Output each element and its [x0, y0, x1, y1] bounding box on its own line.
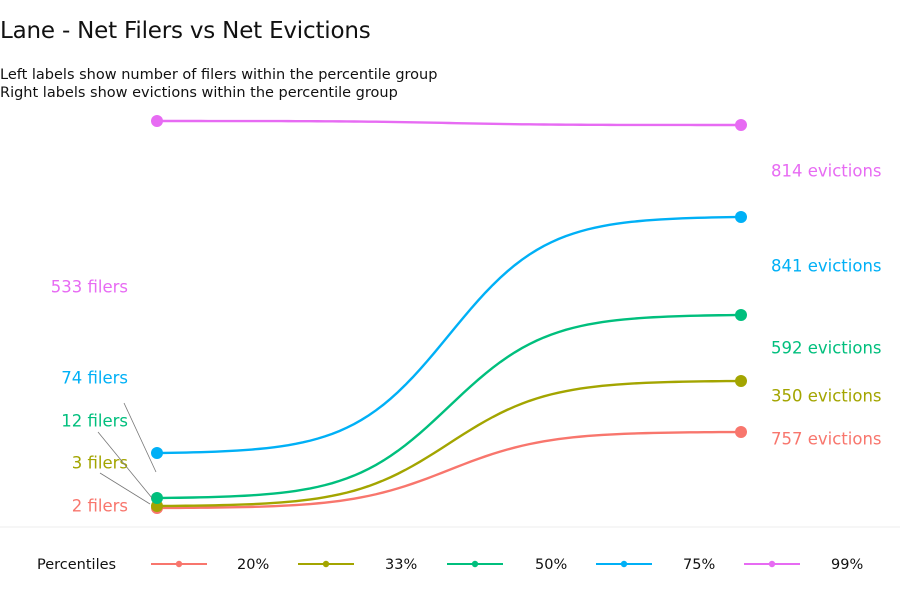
legend-label-50pct: 50% [535, 557, 567, 573]
left-label-33pct: 3 filers [72, 454, 128, 473]
legend-key-point-75pct [620, 560, 628, 568]
start-point-75pct [151, 447, 163, 459]
end-point-99pct [735, 119, 747, 131]
series-line-33pct [156, 379, 742, 508]
left-label-75pct: 74 filers [61, 369, 128, 388]
left-leader-line-33pct [99, 472, 151, 505]
left-label-50pct: 12 filers [61, 412, 128, 431]
legend-key-point-99pct [768, 560, 776, 568]
right-label-75pct: 841 evictions [771, 257, 882, 276]
start-point-50pct [151, 492, 163, 504]
end-point-33pct [735, 375, 747, 387]
left-label-99pct: 533 filers [51, 278, 128, 297]
legend-label-20pct: 20% [237, 557, 269, 573]
end-point-20pct [735, 426, 747, 438]
legend-title: Percentiles [37, 557, 116, 573]
right-label-50pct: 592 evictions [771, 339, 882, 358]
right-label-33pct: 350 evictions [771, 387, 882, 406]
legend-label-99pct: 99% [831, 557, 863, 573]
series-line-99pct [157, 119, 741, 127]
left-label-20pct: 2 filers [72, 497, 128, 516]
right-label-99pct: 814 evictions [771, 162, 882, 181]
series-line-75pct [156, 215, 742, 455]
end-point-75pct [735, 211, 747, 223]
left-leader-line-50pct [97, 431, 153, 499]
legend-key-point-20pct [175, 560, 183, 568]
chart-subtitle-line-2: Right labels show evictions within the p… [0, 85, 398, 101]
series-line-50pct [156, 313, 742, 500]
chart-title: Lane - Net Filers vs Net Evictions [0, 18, 371, 44]
legend-label-33pct: 33% [385, 557, 417, 573]
legend-key-point-33pct [322, 560, 330, 568]
series-line-20pct [156, 430, 742, 510]
chart-subtitle-line-1: Left labels show number of filers within… [0, 67, 438, 83]
left-leader-line-75pct [123, 402, 157, 473]
legend-label-75pct: 75% [683, 557, 715, 573]
start-point-99pct [151, 115, 163, 127]
end-point-50pct [735, 309, 747, 321]
legend-key-point-50pct [471, 560, 479, 568]
right-label-20pct: 757 evictions [771, 430, 882, 449]
